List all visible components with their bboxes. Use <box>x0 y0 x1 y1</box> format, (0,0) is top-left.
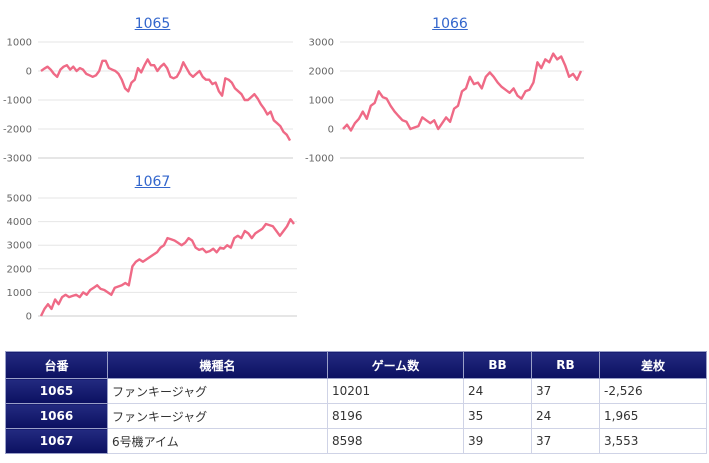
series-line <box>39 218 295 317</box>
chart-title-link[interactable]: 1065 <box>134 16 171 32</box>
y-tick-label: 3000 <box>7 241 32 252</box>
model-name: 6号機アイム <box>107 428 328 454</box>
y-tick-label: 4000 <box>7 217 32 228</box>
y-tick-label: 1000 <box>309 96 334 107</box>
game-count: 10201 <box>327 378 464 404</box>
chart-1065: 1065 1000 0 -1000 -2000 -3000 <box>0 16 305 166</box>
chart-svg: 3000 2000 1000 0 -1000 <box>305 38 584 165</box>
bb-count: 39 <box>463 428 532 454</box>
table-row: 1066 ファンキージャグ 8196 35 24 1,965 <box>5 403 707 429</box>
rb-count: 24 <box>531 403 600 429</box>
y-tick-label: 1000 <box>7 288 32 299</box>
rb-count: 37 <box>531 378 600 404</box>
header-machine-number: 台番 <box>5 351 108 379</box>
table-header-row: 台番 機種名 ゲーム数 BB RB 差枚 <box>5 351 707 379</box>
chart-title-link[interactable]: 1066 <box>432 16 468 32</box>
header-rb: RB <box>531 351 600 379</box>
y-tick-label: 5000 <box>7 194 32 205</box>
bb-count: 35 <box>463 403 532 429</box>
bb-count: 24 <box>463 378 532 404</box>
y-tick-label: 0 <box>26 312 32 323</box>
y-tick-label: -1000 <box>305 154 334 165</box>
chart-1067: 1067 5000 4000 3000 2000 1000 0 <box>0 174 305 324</box>
game-count: 8196 <box>327 403 464 429</box>
y-tick-label: 2000 <box>309 67 334 78</box>
y-tick-label: 0 <box>328 125 334 136</box>
y-tick-label: -2000 <box>3 125 32 136</box>
machine-table: 台番 機種名 ゲーム数 BB RB 差枚 1065 ファンキージャグ 10201… <box>5 351 707 454</box>
y-tick-label: 0 <box>26 67 32 78</box>
chart-svg: 1000 0 -1000 -2000 -3000 <box>3 38 293 165</box>
header-difference: 差枚 <box>599 351 707 379</box>
table-row: 1065 ファンキージャグ 10201 24 37 -2,526 <box>5 378 707 404</box>
y-tick-label: 3000 <box>309 38 334 49</box>
difference-value: 3,553 <box>599 428 707 454</box>
header-model-name: 機種名 <box>107 351 328 379</box>
difference-value: 1,965 <box>599 403 707 429</box>
model-name: ファンキージャグ <box>107 378 328 404</box>
machine-number: 1067 <box>5 428 108 454</box>
y-tick-label: -3000 <box>3 154 32 165</box>
header-bb: BB <box>463 351 532 379</box>
machine-number: 1065 <box>5 378 108 404</box>
machine-number: 1066 <box>5 403 108 429</box>
rb-count: 37 <box>531 428 600 454</box>
y-tick-label: -1000 <box>3 96 32 107</box>
y-tick-label: 2000 <box>7 264 32 275</box>
series-line <box>342 52 583 132</box>
model-name: ファンキージャグ <box>107 403 328 429</box>
difference-value: -2,526 <box>599 378 707 404</box>
table-row: 1067 6号機アイム 8598 39 37 3,553 <box>5 428 707 454</box>
y-tick-label: 1000 <box>7 38 32 49</box>
game-count: 8598 <box>327 428 464 454</box>
chart-1066: 1066 3000 2000 1000 0 -1000 <box>300 16 600 166</box>
series-line <box>40 58 292 142</box>
chart-svg: 5000 4000 3000 2000 1000 0 <box>7 194 297 323</box>
header-game-count: ゲーム数 <box>327 351 464 379</box>
chart-title-link[interactable]: 1067 <box>134 174 171 190</box>
